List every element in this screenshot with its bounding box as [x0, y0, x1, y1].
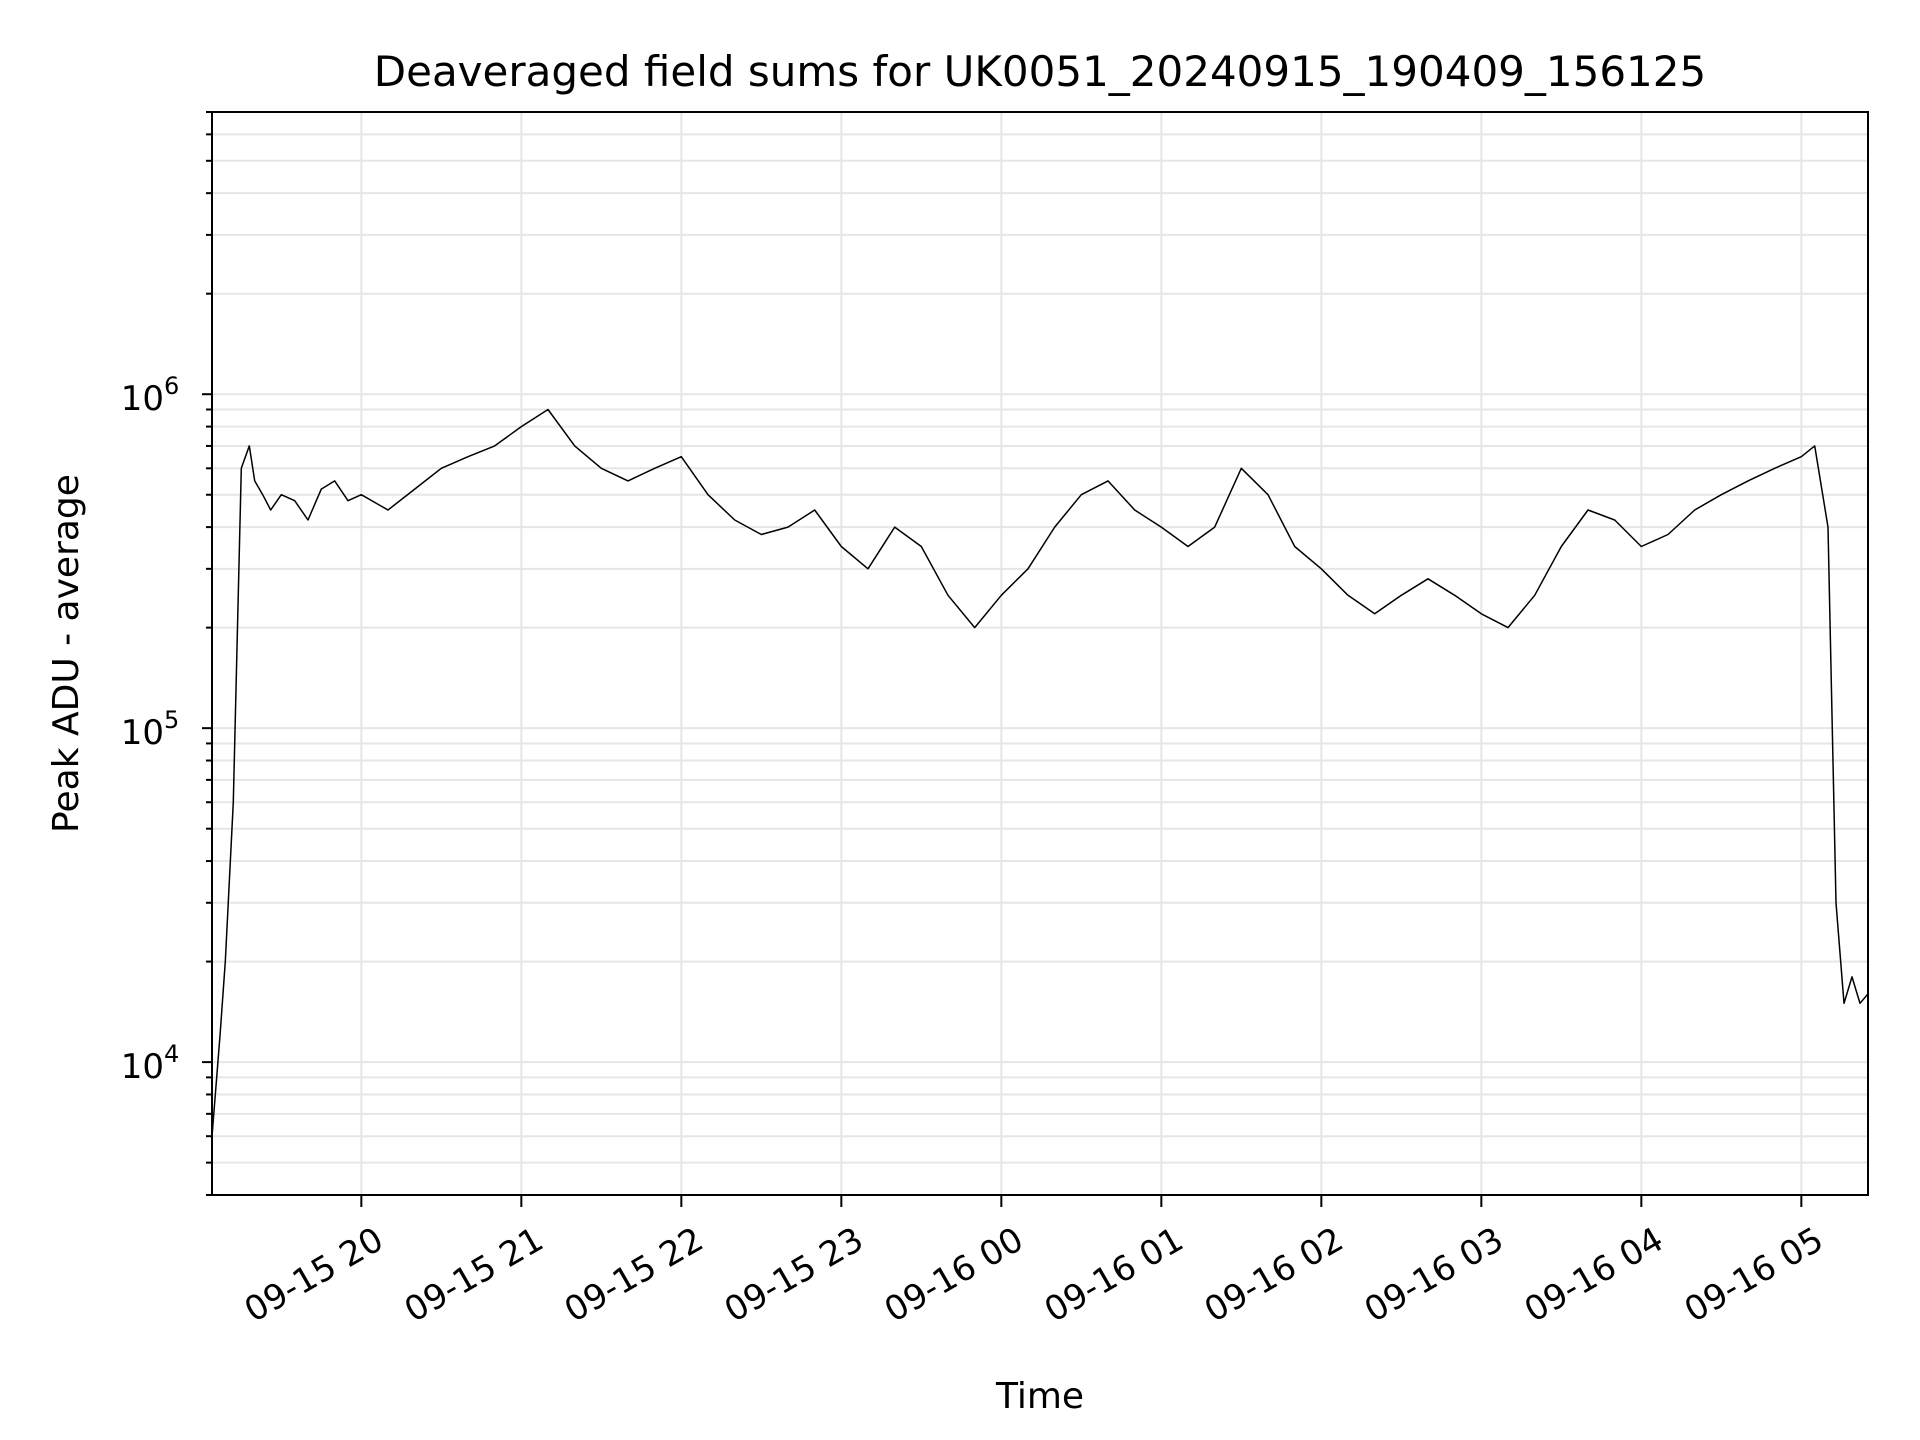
x-tick-label: 09-15 21	[398, 1220, 550, 1331]
y-axis-label: Peak ADU - average	[46, 474, 87, 833]
x-tick-label: 09-16 02	[1198, 1220, 1350, 1331]
y-tick-label: 104	[121, 1040, 180, 1087]
x-tick-label: 09-16 01	[1038, 1220, 1190, 1331]
x-tick-label: 09-15 22	[558, 1220, 710, 1331]
x-tick-label: 09-15 23	[718, 1220, 870, 1331]
x-tick-label: 09-16 03	[1358, 1220, 1510, 1331]
grid-lines	[212, 111, 1868, 1196]
series-line-layer	[211, 408, 1869, 1137]
y-tick-label: 105	[121, 706, 180, 753]
x-tick-label: 09-16 00	[878, 1220, 1030, 1331]
series-line	[211, 408, 1869, 1137]
axis-ticks: 09-15 20 09-15 21 09-15 22 09-15 23 09-16 00…	[121, 111, 1830, 1331]
x-tick-label: 09-16 04	[1518, 1220, 1670, 1331]
plot-frame	[211, 111, 1869, 1196]
chart-title: Deaveraged field sums for UK0051_2024091…	[374, 47, 1706, 96]
x-axis-label: Time	[995, 1376, 1084, 1417]
y-tick-label: 106	[121, 372, 180, 419]
x-tick-label: 09-15 20	[238, 1220, 390, 1331]
x-tick-label: 09-16 05	[1678, 1220, 1830, 1331]
